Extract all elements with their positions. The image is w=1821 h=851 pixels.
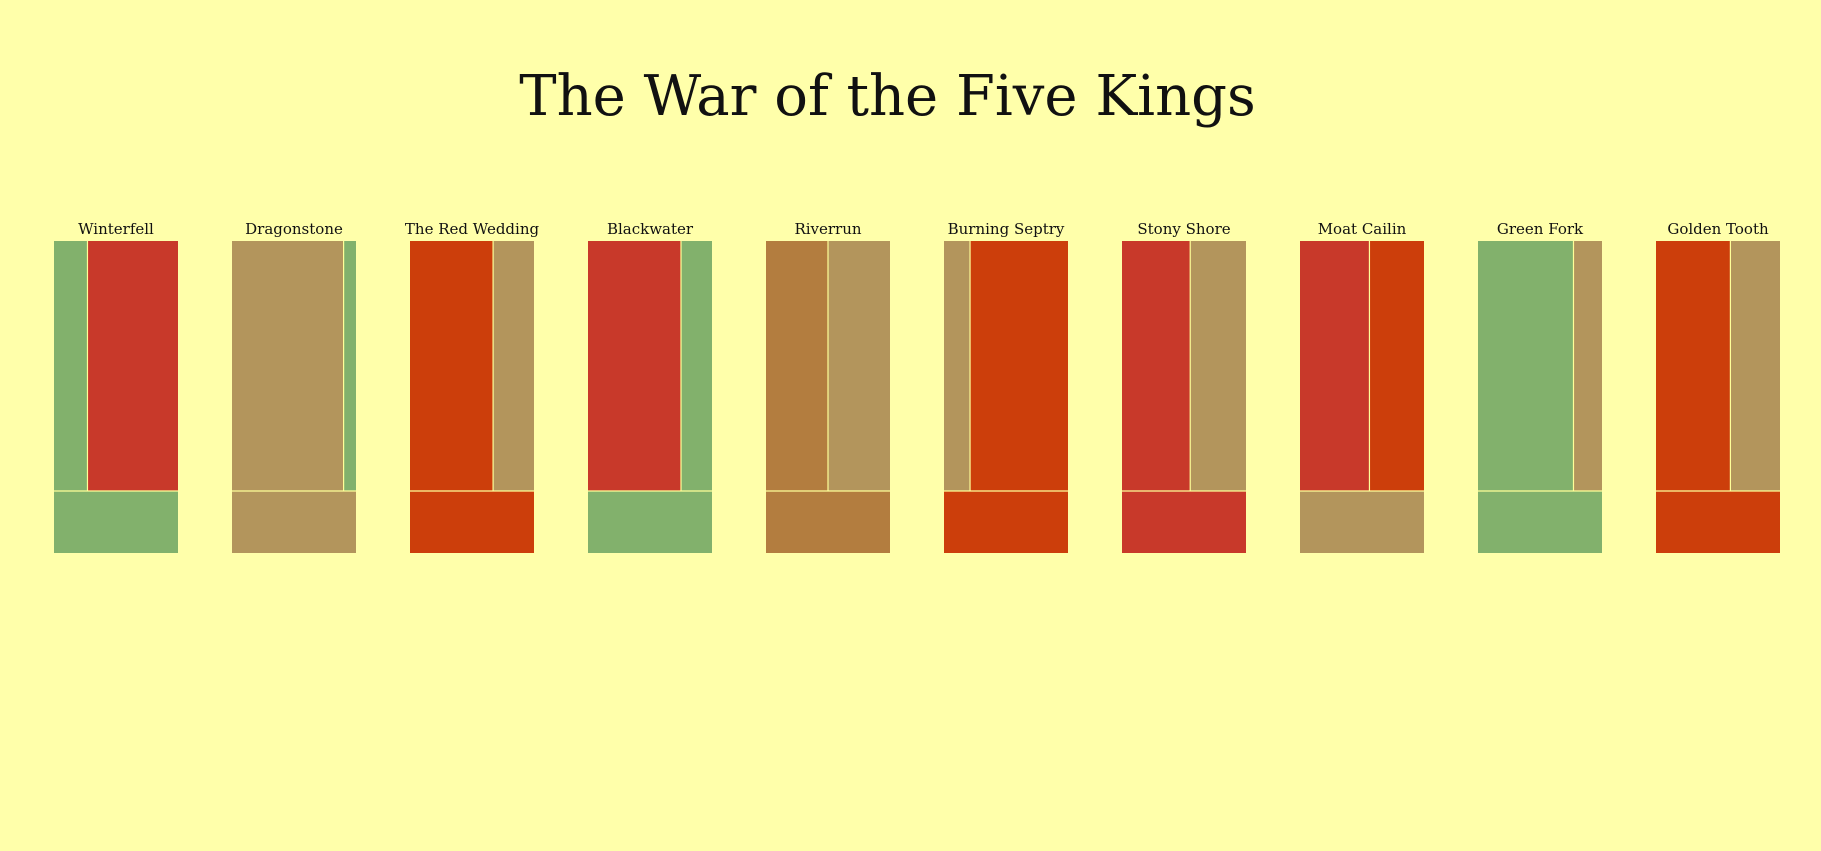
army-segment [54,241,88,491]
battle-column: Moat Cailin [1300,220,1424,553]
winner-band [766,491,890,553]
battle-column: Winterfell [54,220,178,553]
battle-label: Stony Shore [1137,220,1230,238]
battle-column: The Red Wedding [405,220,540,553]
battle-column: Riverrun [766,220,890,553]
army-segment [588,241,681,491]
battle-column: Stony Shore [1122,220,1246,553]
army-segment [828,241,890,491]
winner-band [1478,491,1602,553]
army-segment [1300,241,1370,491]
winner-band [1656,491,1780,553]
battle-label: Riverrun [794,220,861,238]
army-segment [1478,241,1574,491]
winner-band [944,491,1068,553]
chart-title: The War of the Five Kings [519,64,1256,129]
army-segment [1730,241,1780,491]
army-segment [681,241,712,491]
battle-column: Dragonstone [232,220,356,553]
battle-label: Blackwater [607,220,694,238]
winner-band [588,491,712,553]
army-segment [766,241,828,491]
battle-label: Moat Cailin [1318,220,1407,238]
army-segment [1656,241,1731,491]
army-segment [232,241,344,491]
battle-label: Dragonstone [245,220,343,238]
battle-column: Golden Tooth [1656,220,1780,553]
army-segment [1573,241,1602,491]
battle-column: Green Fork [1478,220,1602,553]
army-segment [1122,241,1191,491]
battle-label: Golden Tooth [1667,220,1769,238]
army-segment [1190,241,1246,491]
army-segment [87,241,178,491]
winner-band [54,491,178,553]
battle-label: Green Fork [1497,220,1584,238]
battle-label: Winterfell [78,220,154,238]
winner-band [232,491,356,553]
winner-band [410,491,534,553]
army-segment [970,241,1068,491]
winner-band [1300,491,1424,553]
army-segment [944,241,971,491]
army-segment [493,241,534,491]
battle-column: Burning Septry [944,220,1068,553]
army-segment [410,241,494,491]
winner-band [1122,491,1246,553]
battle-label: The Red Wedding [405,220,540,238]
army-segment [1369,241,1424,491]
battle-column: Blackwater [588,220,712,553]
battle-label: Burning Septry [948,220,1065,238]
army-segment [343,241,356,491]
